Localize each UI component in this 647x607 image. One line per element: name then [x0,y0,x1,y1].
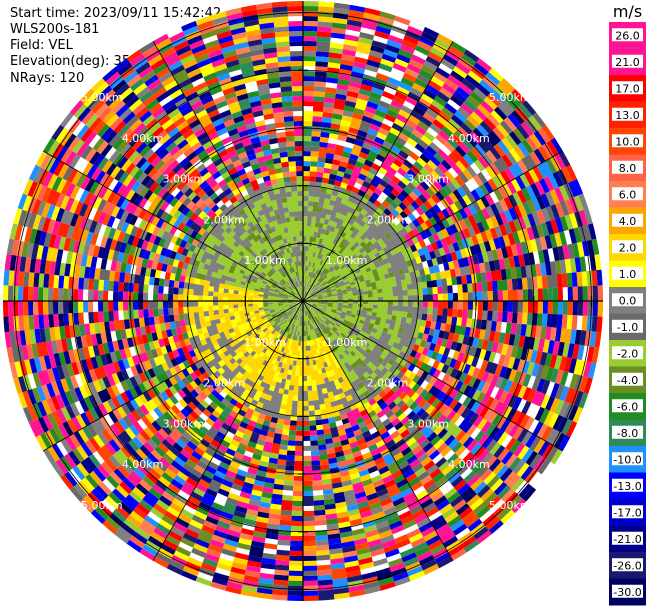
range-ring-label: 5.00km [489,91,531,104]
range-labels: 1.00km 1.00km 1.00km 1.00km 2.00km 2.00km 2.00… [81,91,531,512]
colorbar-tick-label: 6.0 [619,188,637,201]
colorbar-label-bg [612,346,643,360]
colorbar-label-bg [612,399,643,413]
colorbar-tick-label: 8.0 [619,162,637,175]
azimuth-spoke [152,40,304,302]
colorbar-label-bg [612,28,643,42]
colorbar-label-bg [612,531,643,545]
velocity-gates [19,1,602,602]
colorbar-label-bg [612,134,643,148]
field-label: Field: VEL [10,38,73,53]
colorbar-label-bg [612,584,643,598]
colorbar-label-bg [612,505,643,519]
range-ring-label: 1.00km [244,336,286,349]
colorbar-tick-label: -26.0 [613,559,641,572]
azimuth-spoke [302,300,564,452]
colorbar-tick-label: -2.0 [617,347,638,360]
colorbar-label-bg [612,478,643,492]
velocity-field [2,0,604,602]
colorbar-label-bg [612,107,643,121]
range-ring-label: 2.00km [367,377,409,390]
start-time-label: Start time: 2023/09/11 15:42:42 [10,6,222,21]
colorbar-tick-label: -17.0 [613,506,641,519]
range-ring-label: 5.00km [489,499,531,512]
azimuth-spoke [302,300,454,562]
range-ring-label: 2.00km [203,213,245,226]
polar-grid [3,1,603,601]
azimuth-spoke [302,40,454,302]
range-ring-label: 1.00km [326,254,368,267]
colorbar-tick-label: 0.0 [619,294,637,307]
range-ring-label: 3.00km [407,417,449,430]
range-ring-label: 3.00km [407,173,449,186]
colorbar-tick-label: 10.0 [615,135,640,148]
azimuth-spoke [42,150,304,302]
colorbar-tick-label: 1.0 [619,268,637,281]
colorbar-label-bg [612,293,643,307]
elevation-label: Elevation(deg): 35.30 [10,54,151,69]
colorbar-tick-label: 17.0 [615,82,640,95]
colorbar-tick-label: 13.0 [615,109,640,122]
colorbar-tick-label: 21.0 [615,56,640,69]
colorbar: 26.0 21.0 17.0 13.0 10.0 8.0 6.0 4.0 2.0 1.0 0.0 -1… [609,2,646,606]
colorbar-tick-label: -10.0 [613,453,641,466]
colorbar-label-bg [612,266,643,280]
range-ring-label: 1.00km [244,254,286,267]
colorbar-tick-label: -13.0 [613,480,641,493]
site-label: WLS200s-181 [10,22,100,37]
nrays-label: NRays: 120 [10,71,85,86]
colorbar-tick-label: -21.0 [613,533,641,546]
velocity-gates [4,12,592,593]
colorbar-label-bg [612,452,643,466]
range-ring-label: 4.00km [448,132,490,145]
colorbar-label-bg [612,425,643,439]
colorbar-label-bg [612,372,643,386]
colorbar-label-bg [612,213,643,227]
range-ring-label: 3.00km [163,417,205,430]
colorbar-label-bg [612,81,643,95]
range-ring-label: 2.00km [367,213,409,226]
range-ring-label: 5.00km [81,499,123,512]
velocity-gates [6,7,593,595]
range-ring-label: 4.00km [122,132,164,145]
azimuth-spoke [42,300,304,452]
range-ring-label: 5.00km [81,91,123,104]
colorbar-unit: m/s [613,2,642,21]
range-ring-label: 4.00km [122,458,164,471]
colorbar-tick-label: 26.0 [615,29,640,42]
colorbar-tick-label: -1.0 [617,321,638,334]
colorbar-tick-label: 2.0 [619,241,637,254]
azimuth-spoke [302,150,564,302]
colorbar-tick-label: -8.0 [617,427,638,440]
colorbar-label-bg [612,240,643,254]
velocity-gates [14,0,600,598]
colorbar-label-bg [612,558,643,572]
azimuth-spoke [152,300,304,562]
colorbar-label-bg [612,160,643,174]
colorbar-tick-label: -4.0 [617,374,638,387]
colorbar-tick-label: -30.0 [613,586,641,599]
range-ring-label: 2.00km [203,377,245,390]
colorbar-label-bg [612,319,643,333]
colorbar-label-bg [612,54,643,68]
colorbar-tick-label: 4.0 [619,215,637,228]
range-ring-label: 1.00km [326,336,368,349]
range-ring-label: 3.00km [163,173,205,186]
colorbar-label-bg [612,187,643,201]
axis-lines [3,1,603,601]
range-ring-label: 4.00km [448,458,490,471]
colorbar-tick-label: -6.0 [617,400,638,413]
